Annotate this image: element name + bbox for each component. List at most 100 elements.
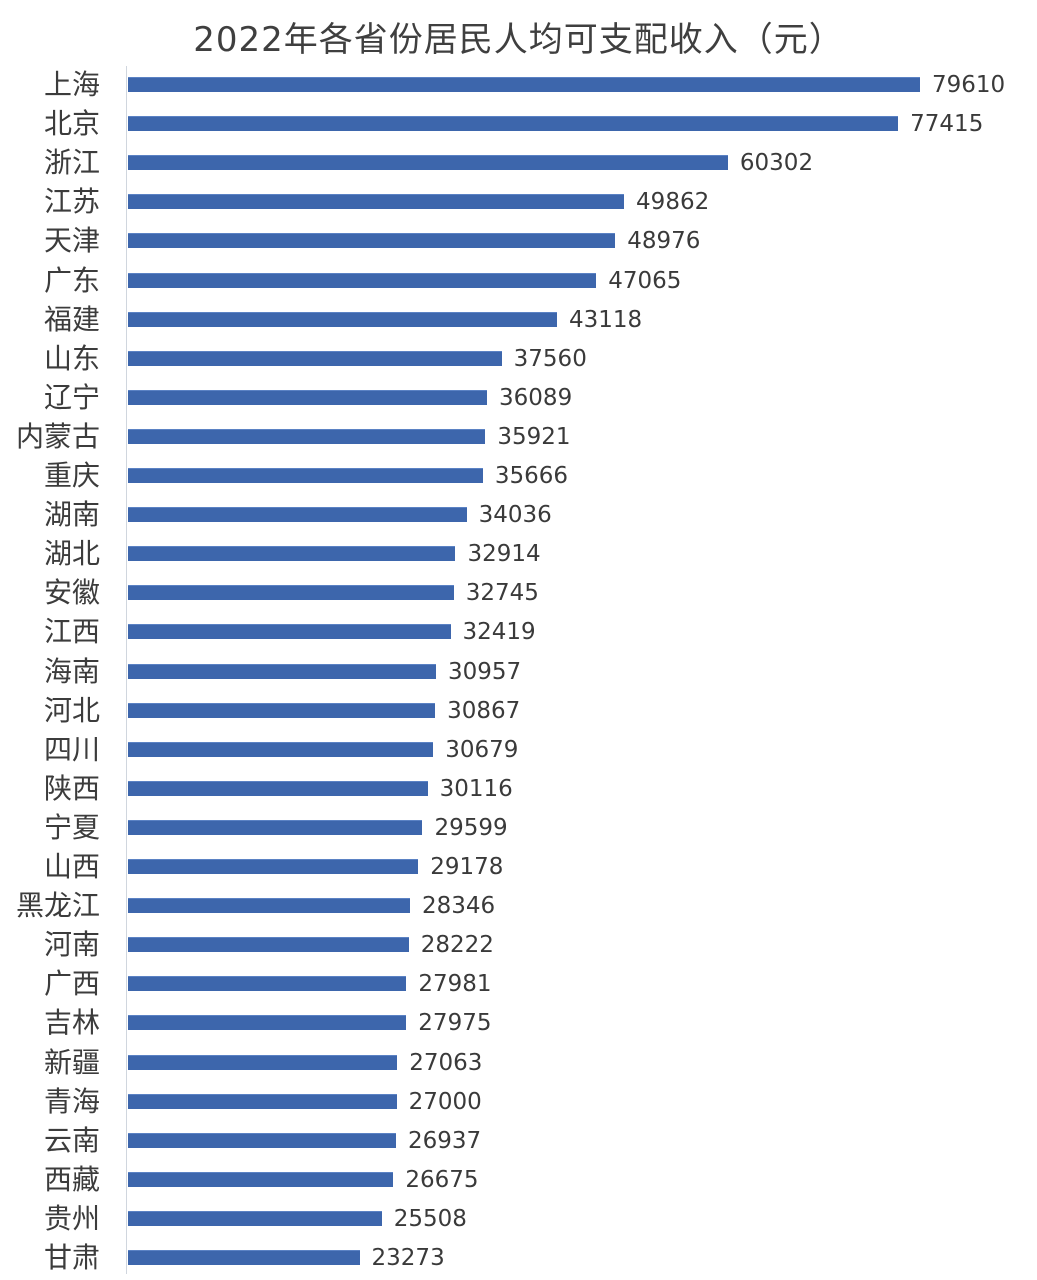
category-label: 辽宁 bbox=[43, 380, 100, 414]
category-label: 山东 bbox=[43, 341, 100, 375]
bar bbox=[128, 1015, 407, 1031]
bar bbox=[128, 976, 407, 992]
chart-title: 2022年各省份居民人均可支配收入（元） bbox=[193, 20, 844, 60]
data-label: 30957 bbox=[447, 658, 522, 685]
category-label: 海南 bbox=[43, 654, 100, 688]
bar-row: 河南 28222 bbox=[0, 925, 1037, 964]
bar bbox=[128, 311, 557, 327]
bar-row: 重庆 35666 bbox=[0, 456, 1037, 495]
bar bbox=[128, 1054, 398, 1070]
data-label: 32745 bbox=[465, 580, 539, 607]
data-label: 47065 bbox=[608, 267, 682, 294]
bar bbox=[128, 350, 502, 366]
bar-row: 山西 29178 bbox=[0, 847, 1037, 886]
bar-row: 福建 43118 bbox=[0, 300, 1037, 339]
category-label: 天津 bbox=[43, 224, 100, 258]
bar bbox=[128, 1210, 382, 1226]
data-label: 48976 bbox=[627, 228, 701, 255]
bar-row: 宁夏 29599 bbox=[0, 808, 1037, 847]
bar bbox=[128, 819, 423, 835]
bar bbox=[128, 194, 625, 210]
data-label: 27981 bbox=[418, 971, 492, 998]
bar bbox=[128, 233, 616, 249]
bar bbox=[128, 1093, 397, 1109]
bar-row: 新疆 27063 bbox=[0, 1043, 1037, 1082]
bar bbox=[128, 898, 410, 914]
data-label: 35921 bbox=[497, 423, 571, 450]
bar-row: 河北 30867 bbox=[0, 691, 1037, 730]
bar-row: 江苏 49862 bbox=[0, 182, 1037, 221]
category-label: 广东 bbox=[43, 263, 100, 297]
category-label: 江西 bbox=[43, 615, 100, 649]
bar bbox=[128, 780, 428, 796]
data-label: 34036 bbox=[478, 502, 552, 529]
bar-row: 海南 30957 bbox=[0, 652, 1037, 691]
bar-row: 陕西 30116 bbox=[0, 769, 1037, 808]
category-label: 福建 bbox=[43, 302, 100, 336]
bar-row: 贵州 25508 bbox=[0, 1199, 1037, 1238]
bar bbox=[128, 937, 409, 953]
category-label: 四川 bbox=[43, 732, 100, 766]
category-label: 河南 bbox=[43, 928, 100, 962]
category-label: 浙江 bbox=[43, 146, 100, 180]
bar bbox=[128, 663, 436, 679]
bar bbox=[128, 468, 483, 483]
category-label: 吉林 bbox=[43, 1006, 100, 1040]
data-label: 37560 bbox=[513, 345, 587, 372]
bar-row: 四川 30679 bbox=[0, 730, 1037, 769]
category-label: 甘肃 bbox=[43, 1241, 100, 1274]
bar-row: 吉林 27975 bbox=[0, 1003, 1037, 1042]
data-label: 30116 bbox=[439, 775, 513, 802]
category-label: 重庆 bbox=[43, 459, 100, 492]
bar-row: 云南 26937 bbox=[0, 1121, 1037, 1160]
category-label: 云南 bbox=[43, 1123, 100, 1157]
bar-row: 江西 32419 bbox=[0, 612, 1037, 651]
bar bbox=[128, 155, 728, 171]
data-label: 23273 bbox=[371, 1245, 445, 1271]
data-label: 27975 bbox=[418, 1010, 492, 1037]
data-label: 32419 bbox=[462, 619, 536, 646]
category-label: 广西 bbox=[43, 967, 100, 1001]
data-label: 43118 bbox=[568, 306, 643, 333]
bar-row: 西藏 26675 bbox=[0, 1160, 1037, 1199]
bar-row: 天津 48976 bbox=[0, 221, 1037, 260]
data-label: 49862 bbox=[636, 189, 710, 216]
category-label: 山西 bbox=[43, 850, 100, 883]
bar-row: 辽宁 36089 bbox=[0, 378, 1037, 417]
bar bbox=[128, 272, 597, 288]
category-label: 内蒙古 bbox=[15, 419, 100, 453]
bar bbox=[128, 1250, 360, 1265]
bar-row: 山东 37560 bbox=[0, 339, 1037, 378]
bar-row: 北京 77415 bbox=[0, 104, 1037, 143]
bar-row: 黑龙江 28346 bbox=[0, 886, 1037, 925]
bar bbox=[128, 1132, 396, 1148]
category-label: 上海 bbox=[43, 68, 100, 101]
data-label: 29599 bbox=[434, 814, 508, 841]
bar-row: 广东 47065 bbox=[0, 261, 1037, 300]
category-label: 宁夏 bbox=[43, 810, 100, 844]
data-label: 36089 bbox=[499, 384, 573, 411]
data-label: 27000 bbox=[408, 1088, 482, 1115]
data-label: 27063 bbox=[409, 1049, 483, 1076]
category-label: 北京 bbox=[43, 107, 100, 141]
bar-row: 内蒙古 35921 bbox=[0, 417, 1037, 456]
bar bbox=[128, 702, 436, 718]
category-label: 河北 bbox=[43, 693, 100, 727]
data-label: 60302 bbox=[739, 150, 814, 177]
category-label: 贵州 bbox=[43, 1201, 100, 1235]
bar bbox=[128, 859, 419, 874]
bar-row: 广西 27981 bbox=[0, 964, 1037, 1003]
data-label: 79610 bbox=[932, 72, 1006, 98]
category-label: 安徽 bbox=[43, 576, 100, 610]
data-label: 77415 bbox=[910, 111, 984, 138]
category-label: 陕西 bbox=[43, 771, 100, 805]
data-label: 28346 bbox=[422, 893, 496, 920]
bar-row: 上海 79610 bbox=[0, 65, 1037, 104]
bar bbox=[128, 546, 456, 562]
bar-row: 青海 27000 bbox=[0, 1082, 1037, 1121]
data-label: 30679 bbox=[445, 736, 519, 763]
category-label: 黑龙江 bbox=[15, 889, 100, 923]
bar bbox=[128, 507, 467, 523]
category-label: 青海 bbox=[43, 1084, 100, 1118]
bar bbox=[128, 624, 451, 640]
